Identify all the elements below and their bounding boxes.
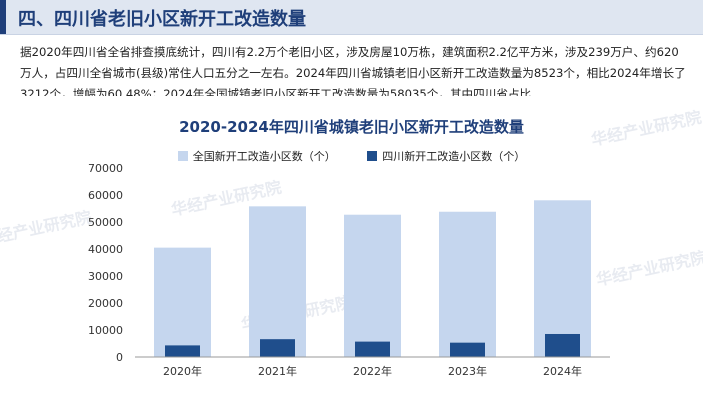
bar-national <box>344 214 401 357</box>
legend-label-sichuan: 四川新开工改造小区数（个） <box>382 150 526 163</box>
header-accent-bar <box>0 0 6 34</box>
chart-title: 2020-2024年四川省城镇老旧小区新开工改造数量 <box>179 118 524 136</box>
y-tick-label: 20000 <box>88 297 123 310</box>
y-tick-label: 30000 <box>88 270 123 283</box>
bar-sichuan <box>260 339 295 357</box>
bar-sichuan <box>545 333 580 357</box>
chart-legend: 全国新开工改造小区数（个） 四川新开工改造小区数（个） <box>0 148 703 164</box>
x-tick-label: 2021年 <box>258 364 297 378</box>
legend-swatch-sichuan <box>367 151 378 161</box>
y-tick-label: 10000 <box>88 324 123 337</box>
x-tick-label: 2020年 <box>163 364 202 378</box>
x-tick-label: 2022年 <box>353 364 392 378</box>
legend-item-national: 全国新开工改造小区数（个） <box>177 148 336 164</box>
bar-sichuan <box>450 342 485 357</box>
section-title: 四、四川省老旧小区新开工改造数量 <box>18 9 306 30</box>
x-tick-label: 2024年 <box>543 364 582 378</box>
y-tick-label: 50000 <box>88 216 123 229</box>
description-paragraph: 据2020年四川省全省排查摸底统计，四川有2.2万个老旧小区，涉及房屋10万栋，… <box>20 45 686 96</box>
bar-national <box>154 247 211 357</box>
y-tick-label: 0 <box>116 351 123 364</box>
bar-national <box>439 211 496 357</box>
bar-sichuan <box>355 341 390 357</box>
legend-label-national: 全国新开工改造小区数（个） <box>192 150 336 163</box>
bar-sichuan <box>165 345 200 357</box>
y-tick-label: 70000 <box>88 162 123 175</box>
bar-national <box>249 206 306 357</box>
section-header: 四、四川省老旧小区新开工改造数量 <box>0 0 703 35</box>
x-tick-label: 2023年 <box>448 364 487 378</box>
y-tick-label: 40000 <box>88 243 123 256</box>
y-tick-label: 60000 <box>88 189 123 202</box>
legend-item-sichuan: 四川新开工改造小区数（个） <box>367 148 525 164</box>
legend-swatch-national <box>177 151 188 161</box>
bar-national <box>534 200 591 357</box>
